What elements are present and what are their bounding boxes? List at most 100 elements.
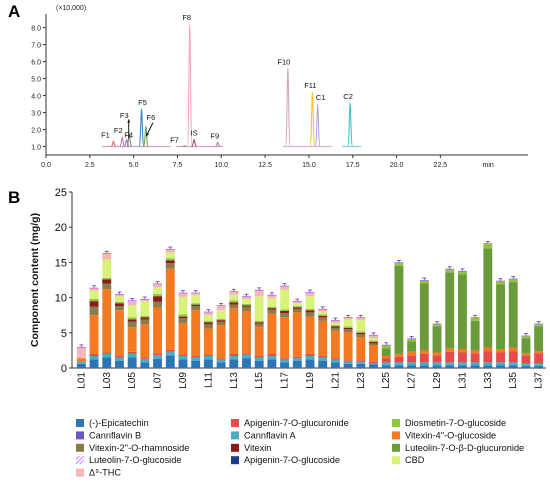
bar-segment: [153, 301, 163, 308]
bar-segment: [305, 312, 315, 317]
bar-segment: [229, 356, 239, 360]
bar-segment: [191, 360, 201, 368]
bar-segment: [470, 353, 480, 363]
peak-is: [191, 139, 197, 148]
bar-segment: [305, 356, 315, 360]
bar-segment: [305, 308, 315, 311]
bar-segment: [127, 351, 137, 354]
bar-segment: [394, 356, 404, 363]
bar-segment: [457, 270, 467, 272]
panel-label-a: A: [8, 2, 21, 21]
bar-segment: [242, 305, 251, 307]
bar-segment: [407, 355, 417, 363]
bar-segment: [356, 337, 366, 361]
bar-segment: [369, 334, 378, 336]
bar-segment: [254, 322, 264, 324]
bar-segment: [457, 274, 467, 349]
peak-label-f11: F11: [304, 81, 316, 90]
bar-segment: [127, 353, 137, 358]
bar-segment: [267, 306, 277, 309]
bar-segment: [292, 356, 302, 359]
bar-segment: [267, 308, 277, 310]
legend-label: Cannflavin A: [244, 430, 296, 440]
bar-segment: [394, 365, 404, 368]
bar-segment: [153, 283, 163, 285]
bar-segment: [102, 279, 112, 284]
peak-f10: [284, 67, 291, 148]
bar-segment: [229, 304, 239, 309]
bar-segment: [89, 356, 99, 360]
bar-segment: [369, 343, 378, 346]
bar-segment: [330, 320, 340, 323]
bar-segment: [330, 326, 340, 328]
bar-segment: [432, 324, 442, 327]
bar-segment: [330, 327, 340, 331]
bar-segment: [280, 309, 290, 311]
bar-segment: [432, 355, 442, 363]
bar-segment: [457, 352, 467, 363]
bar-segment: [432, 323, 442, 325]
bar-segment: [140, 357, 150, 359]
bar-segment: [419, 280, 429, 281]
bar-segment: [203, 315, 213, 321]
bar-segment: [89, 353, 99, 357]
peak-f4: [123, 139, 130, 148]
bar-segment: [483, 362, 493, 366]
bar-segment: [254, 326, 264, 357]
x-tick-label-a: 15.0: [302, 162, 316, 169]
bar-segment: [356, 332, 366, 335]
scale-note: (×10,000): [56, 5, 86, 12]
bar-segment: [470, 317, 480, 319]
bar-segment: [127, 319, 137, 322]
bar-segment: [178, 316, 188, 319]
legend-label: Vitexin-2''-O-rhamnoside: [89, 443, 189, 453]
legend-swatch: [392, 456, 400, 465]
bar-segment: [191, 356, 201, 358]
bar-segment: [330, 330, 340, 359]
bar-segment: [229, 359, 239, 368]
bar-segment: [457, 362, 467, 366]
bar-segment: [280, 313, 290, 318]
x-tick-label-a: 22.5: [434, 162, 448, 169]
peak-label-f10: F10: [277, 57, 290, 66]
peak-f5: [138, 108, 145, 148]
bar-segment: [280, 359, 290, 363]
bar-segment: [178, 318, 188, 323]
bar-segment: [216, 318, 226, 321]
bar-segment: [242, 354, 251, 359]
bar-segment: [127, 300, 137, 302]
bar-segment: [292, 308, 302, 313]
bar-segment: [254, 320, 264, 323]
bar-segment: [153, 353, 163, 356]
bar-segment: [102, 283, 112, 290]
bar-segment: [267, 298, 277, 307]
bar-segment: [419, 283, 429, 351]
y-tick-label-b: 10: [55, 293, 67, 305]
arrow-f6-head: [146, 132, 150, 137]
legend-label: Vitexin: [244, 443, 271, 453]
y-tick-label-b: 20: [55, 222, 67, 234]
x-tick-label-a: 17.5: [346, 162, 360, 169]
bar-segment: [254, 356, 264, 358]
bar-segment: [229, 291, 239, 292]
bar-segment: [242, 296, 251, 297]
peak-label-f7: F7: [170, 136, 179, 145]
bar-segment: [165, 263, 175, 269]
bar-segment: [216, 320, 226, 322]
bar-segment: [343, 363, 353, 368]
bar-segment: [102, 352, 112, 354]
bar-segment: [115, 310, 124, 357]
bar-segment: [432, 352, 442, 356]
x-tick-label-b: L21: [330, 372, 341, 389]
bar-segment: [127, 321, 137, 328]
bar-segment: [140, 362, 150, 368]
y-tick-label-b: 15: [55, 257, 67, 269]
bar-segment: [267, 359, 277, 368]
bar-segment: [203, 356, 213, 360]
bar-segment: [89, 306, 99, 316]
bar-segment: [267, 353, 277, 357]
bar-segment: [267, 313, 277, 354]
bar-segment: [330, 362, 340, 368]
bar-segment: [102, 253, 112, 260]
